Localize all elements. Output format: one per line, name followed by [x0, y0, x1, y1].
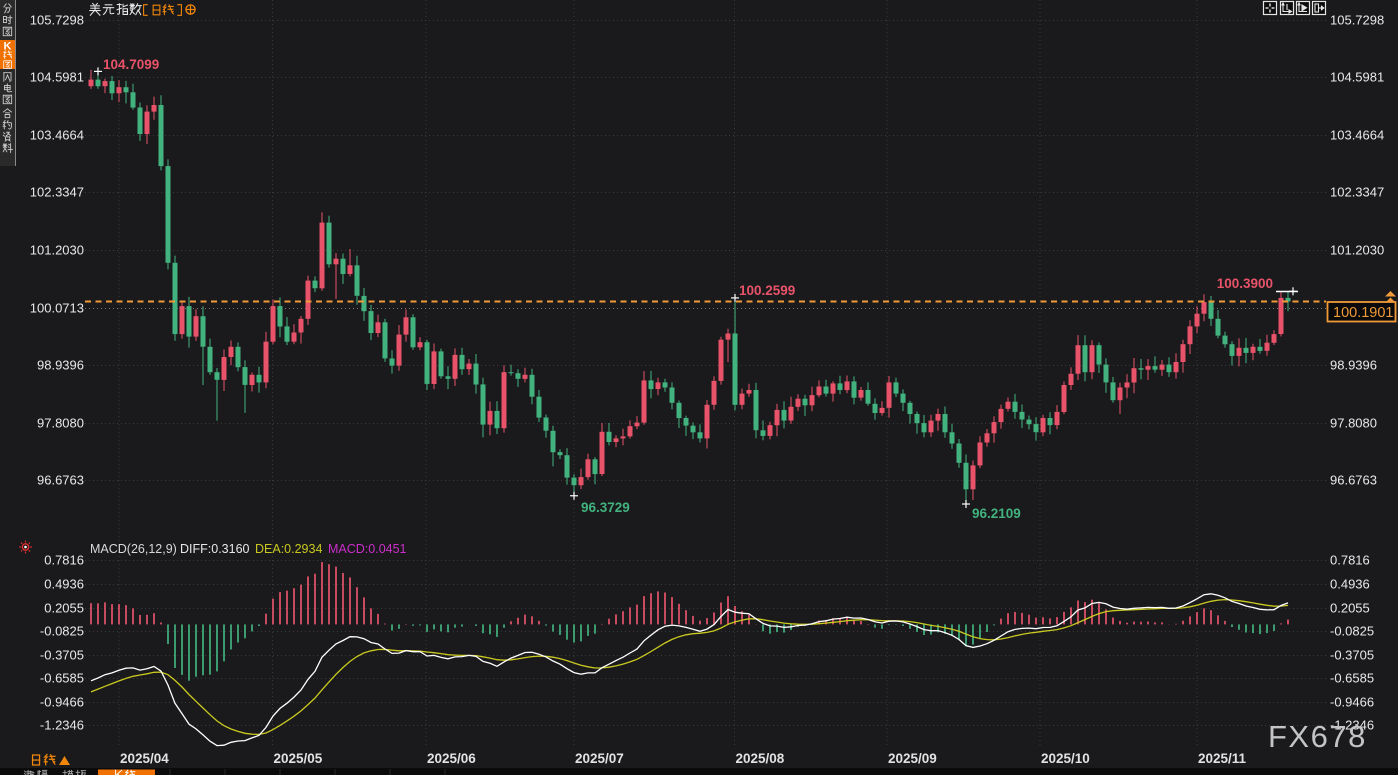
svg-text:0.7816: 0.7816 [44, 553, 84, 568]
svg-text:2025/11: 2025/11 [1198, 751, 1247, 766]
svg-text:-0.3705: -0.3705 [40, 648, 84, 663]
svg-text:-1.2346: -1.2346 [40, 718, 84, 733]
svg-text:102.3347: 102.3347 [30, 185, 84, 200]
svg-text:97.8080: 97.8080 [37, 416, 84, 431]
svg-text:2025/10: 2025/10 [1041, 751, 1090, 766]
svg-text:-0.0825: -0.0825 [40, 624, 84, 639]
svg-text:DEA:0.2934: DEA:0.2934 [255, 542, 322, 556]
svg-text:100.3900: 100.3900 [1217, 276, 1273, 291]
svg-text:-0.9466: -0.9466 [40, 695, 84, 710]
svg-text:0.4936: 0.4936 [1330, 577, 1370, 592]
svg-text:FX678: FX678 [1268, 719, 1367, 754]
svg-text:0.7816: 0.7816 [1330, 553, 1370, 568]
svg-text:101.2030: 101.2030 [1330, 243, 1384, 258]
svg-text:105.7298: 105.7298 [30, 13, 84, 28]
svg-text:DIFF:0.3160: DIFF:0.3160 [180, 542, 250, 556]
svg-text:96.3729: 96.3729 [581, 500, 630, 515]
svg-text:MACD(26,12,9): MACD(26,12,9) [90, 542, 177, 556]
svg-text:-0.9466: -0.9466 [1330, 695, 1374, 710]
svg-text:MACD:0.0451: MACD:0.0451 [328, 542, 407, 556]
svg-text:100.2599: 100.2599 [739, 283, 795, 298]
svg-text:2025/04: 2025/04 [120, 751, 169, 766]
svg-text:0.4936: 0.4936 [44, 577, 84, 592]
svg-text:96.6763: 96.6763 [1330, 473, 1377, 488]
svg-text:102.3347: 102.3347 [1330, 185, 1384, 200]
svg-text:-0.0825: -0.0825 [1330, 624, 1374, 639]
svg-text:0.2055: 0.2055 [44, 601, 84, 616]
svg-text:98.9396: 98.9396 [37, 358, 84, 373]
svg-text:-1.2346: -1.2346 [1330, 718, 1374, 733]
svg-text:100.1901: 100.1901 [1333, 305, 1393, 321]
svg-text:-0.6585: -0.6585 [1330, 671, 1374, 686]
svg-text:103.4664: 103.4664 [1330, 128, 1384, 143]
svg-text:104.5981: 104.5981 [1330, 70, 1384, 85]
svg-text:96.2109: 96.2109 [972, 506, 1021, 521]
svg-text:96.6763: 96.6763 [37, 473, 84, 488]
svg-text:2025/05: 2025/05 [274, 751, 323, 766]
svg-text:98.9396: 98.9396 [1330, 358, 1377, 373]
svg-text:103.4664: 103.4664 [30, 128, 84, 143]
svg-text:K: K [4, 41, 12, 53]
svg-text:-0.3705: -0.3705 [1330, 648, 1374, 663]
svg-text:104.5981: 104.5981 [30, 70, 84, 85]
svg-text:2025/07: 2025/07 [575, 751, 624, 766]
svg-text:2025/09: 2025/09 [888, 751, 937, 766]
svg-text:2025/08: 2025/08 [736, 751, 785, 766]
svg-text:97.8080: 97.8080 [1330, 416, 1377, 431]
svg-text:101.2030: 101.2030 [30, 243, 84, 258]
svg-text:104.7099: 104.7099 [103, 57, 159, 72]
svg-text:105.7298: 105.7298 [1330, 13, 1384, 28]
svg-text:2025/06: 2025/06 [427, 751, 476, 766]
svg-text:-0.6585: -0.6585 [40, 671, 84, 686]
svg-text:0.2055: 0.2055 [1330, 601, 1370, 616]
svg-text:100.0713: 100.0713 [30, 301, 84, 316]
